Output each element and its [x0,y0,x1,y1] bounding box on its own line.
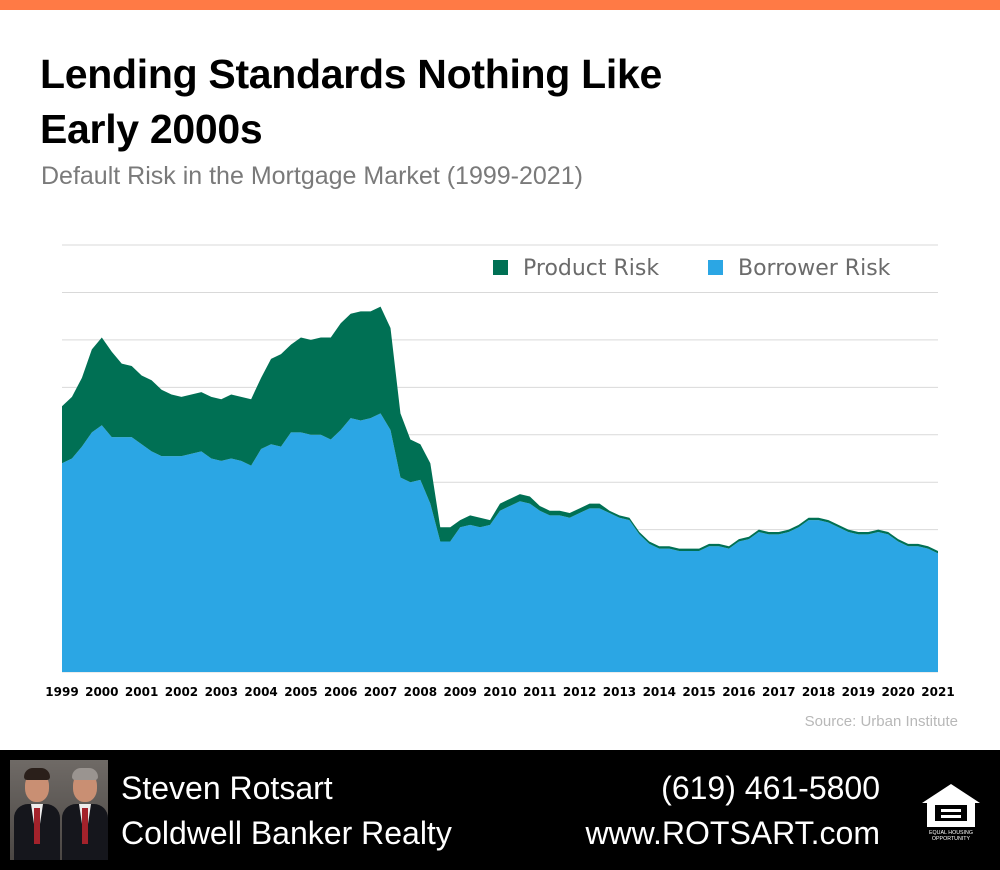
source-note: Source: Urban Institute [804,713,958,730]
x-tick-label: 2010 [483,685,516,699]
x-tick-label: 2012 [563,685,596,699]
agent-figure-left [12,762,62,860]
title-line-2: Early 2000s [40,106,263,152]
chart-areas [62,306,938,672]
legend-swatch-product-risk [493,260,508,275]
x-tick-label: 2008 [404,685,437,699]
agents-photo [10,760,108,860]
x-tick-label: 2013 [603,685,636,699]
x-tick-label: 2017 [762,685,795,699]
x-axis-tick-labels: 1999 2000 2001 2002 2003 2004 2005 2006 2007 2008… [45,685,954,699]
legend-label-borrower-risk: Borrower Risk [738,256,891,281]
top-accent-bar [0,0,1000,10]
x-tick-label: 2006 [324,685,357,699]
x-tick-label: 2000 [85,685,118,699]
title-line-1: Lending Standards Nothing Like [40,51,662,97]
x-tick-label: 2020 [881,685,914,699]
legend-label-product-risk: Product Risk [523,256,659,281]
x-tick-label: 2015 [682,685,715,699]
phone-number[interactable]: (619) 461-5800 [661,770,880,806]
ehl-text-line-2: OPPORTUNITY [932,836,971,842]
equal-housing-opportunity-icon: EQUAL HOUSING OPPORTUNITY [922,784,980,842]
footer-banner: Steven Rotsart Coldwell Banker Realty (6… [0,750,1000,870]
x-tick-label: 2005 [284,685,317,699]
x-tick-label: 1999 [45,685,78,699]
x-tick-label: 2021 [921,685,954,699]
x-tick-label: 2014 [643,685,676,699]
chart-legend: Product Risk Borrower Risk [493,256,891,281]
area-product-risk [62,306,938,554]
x-tick-label: 2003 [205,685,238,699]
x-tick-label: 2016 [722,685,755,699]
website-link[interactable]: www.ROTSART.com [585,815,880,851]
ehl-text-line-1: EQUAL HOUSING [929,830,973,836]
x-tick-label: 2001 [125,685,158,699]
area-borrower-risk [62,413,938,672]
x-tick-label: 2007 [364,685,397,699]
default-risk-chart: 1999 2000 2001 2002 2003 2004 2005 2006 2007 2008… [45,244,955,699]
agent-figure-right [60,762,108,860]
page-title: Lending Standards Nothing Like Early 200… [40,47,800,157]
x-tick-label: 2002 [165,685,198,699]
x-tick-label: 2018 [802,685,835,699]
x-tick-label: 2011 [523,685,556,699]
page-subtitle: Default Risk in the Mortgage Market (199… [41,162,583,190]
x-tick-label: 2004 [244,685,277,699]
x-tick-label: 2009 [443,685,476,699]
company-name: Coldwell Banker Realty [121,815,452,851]
x-tick-label: 2019 [842,685,875,699]
legend-swatch-borrower-risk [708,260,723,275]
agent-name: Steven Rotsart [121,770,333,806]
